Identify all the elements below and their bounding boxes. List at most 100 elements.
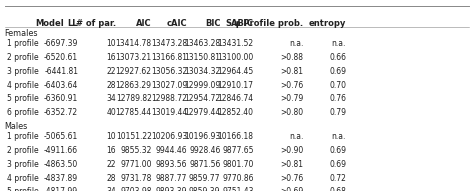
Text: 0.69: 0.69 [329,67,346,76]
Text: 13019.44: 13019.44 [151,108,187,117]
Text: 12789.82: 12789.82 [116,95,152,104]
Text: n.a.: n.a. [289,132,303,141]
Text: 13100.00: 13100.00 [218,53,254,62]
Text: 0.69: 0.69 [329,160,346,169]
Text: 12979.44: 12979.44 [184,108,220,117]
Text: 12846.74: 12846.74 [218,95,254,104]
Text: >0.76: >0.76 [280,81,303,90]
Text: 13414.78: 13414.78 [116,40,152,49]
Text: 1 profile: 1 profile [7,40,39,49]
Text: 9703.98: 9703.98 [120,187,152,191]
Text: 0.68: 0.68 [329,187,346,191]
Text: -6697.39: -6697.39 [44,40,78,49]
Text: >0.88: >0.88 [280,53,303,62]
Text: AIC: AIC [136,19,152,28]
Text: 10206.93: 10206.93 [151,132,187,141]
Text: 9770.86: 9770.86 [222,174,254,183]
Text: 9801.70: 9801.70 [222,160,254,169]
Text: >0.80: >0.80 [280,108,303,117]
Text: n.a.: n.a. [332,132,346,141]
Text: 2 profile: 2 profile [7,53,39,62]
Text: 9871.56: 9871.56 [189,160,220,169]
Text: -4837.89: -4837.89 [44,174,78,183]
Text: 13056.32: 13056.32 [151,67,187,76]
Text: 9855.32: 9855.32 [120,146,152,155]
Text: 10: 10 [107,40,116,49]
Text: 4 profile: 4 profile [7,81,39,90]
Text: >0.79: >0.79 [280,95,303,104]
Text: 9859.77: 9859.77 [189,174,220,183]
Text: >0.76: >0.76 [280,174,303,183]
Text: 22: 22 [107,67,116,76]
Text: >0.90: >0.90 [280,146,303,155]
Text: # of par.: # of par. [76,19,116,28]
Text: Males: Males [5,122,28,131]
Text: 1 profile: 1 profile [7,132,39,141]
Text: 10166.18: 10166.18 [218,132,254,141]
Text: 12863.29: 12863.29 [116,81,152,90]
Text: -4817.99: -4817.99 [44,187,78,191]
Text: >0.69: >0.69 [280,187,303,191]
Text: SABIC: SABIC [226,19,254,28]
Text: 28: 28 [107,81,116,90]
Text: 12954.72: 12954.72 [184,95,220,104]
Text: 13034.32: 13034.32 [184,67,220,76]
Text: 12785.44: 12785.44 [116,108,152,117]
Text: 28: 28 [107,174,116,183]
Text: 3 profile: 3 profile [7,160,39,169]
Text: 13027.09: 13027.09 [151,81,187,90]
Text: 9877.65: 9877.65 [222,146,254,155]
Text: 12927.62: 12927.62 [116,67,152,76]
Text: 34: 34 [106,187,116,191]
Text: 40: 40 [106,108,116,117]
Text: 22: 22 [107,160,116,169]
Text: -6441.81: -6441.81 [44,67,78,76]
Text: -6403.64: -6403.64 [44,81,78,90]
Text: n.a.: n.a. [289,40,303,49]
Text: 13073.21: 13073.21 [116,53,152,62]
Text: φ Profile prob.: φ Profile prob. [234,19,303,28]
Text: Model: Model [36,19,64,28]
Text: 13150.81: 13150.81 [184,53,220,62]
Text: 13473.28: 13473.28 [151,40,187,49]
Text: 0.79: 0.79 [329,108,346,117]
Text: -6352.72: -6352.72 [44,108,78,117]
Text: 9771.00: 9771.00 [120,160,152,169]
Text: cAIC: cAIC [166,19,187,28]
Text: 5 profile: 5 profile [7,187,39,191]
Text: 9893.39: 9893.39 [156,187,187,191]
Text: 9731.78: 9731.78 [120,174,152,183]
Text: 12999.09: 12999.09 [184,81,220,90]
Text: 13166.81: 13166.81 [151,53,187,62]
Text: 9887.77: 9887.77 [156,174,187,183]
Text: 12988.72: 12988.72 [151,95,187,104]
Text: 9944.46: 9944.46 [155,146,187,155]
Text: 9928.46: 9928.46 [189,146,220,155]
Text: 12852.40: 12852.40 [218,108,254,117]
Text: 6 profile: 6 profile [7,108,39,117]
Text: 3 profile: 3 profile [7,67,39,76]
Text: 0.72: 0.72 [329,174,346,183]
Text: 9859.39: 9859.39 [189,187,220,191]
Text: 0.70: 0.70 [329,81,346,90]
Text: 9751.43: 9751.43 [222,187,254,191]
Text: n.a.: n.a. [332,40,346,49]
Text: 10196.93: 10196.93 [184,132,220,141]
Text: 0.69: 0.69 [329,146,346,155]
Text: 5 profile: 5 profile [7,95,39,104]
Text: 4 profile: 4 profile [7,174,39,183]
Text: -6520.61: -6520.61 [44,53,78,62]
Text: Females: Females [5,29,38,38]
Text: 0.66: 0.66 [329,53,346,62]
Text: -4863.50: -4863.50 [44,160,78,169]
Text: -4911.66: -4911.66 [44,146,78,155]
Text: -5065.61: -5065.61 [44,132,78,141]
Text: LL: LL [68,19,78,28]
Text: 10151.22: 10151.22 [116,132,152,141]
Text: 2 profile: 2 profile [7,146,39,155]
Text: 34: 34 [106,95,116,104]
Text: 9893.56: 9893.56 [156,160,187,169]
Text: -6360.91: -6360.91 [44,95,78,104]
Text: 16: 16 [107,53,116,62]
Text: 10: 10 [107,132,116,141]
